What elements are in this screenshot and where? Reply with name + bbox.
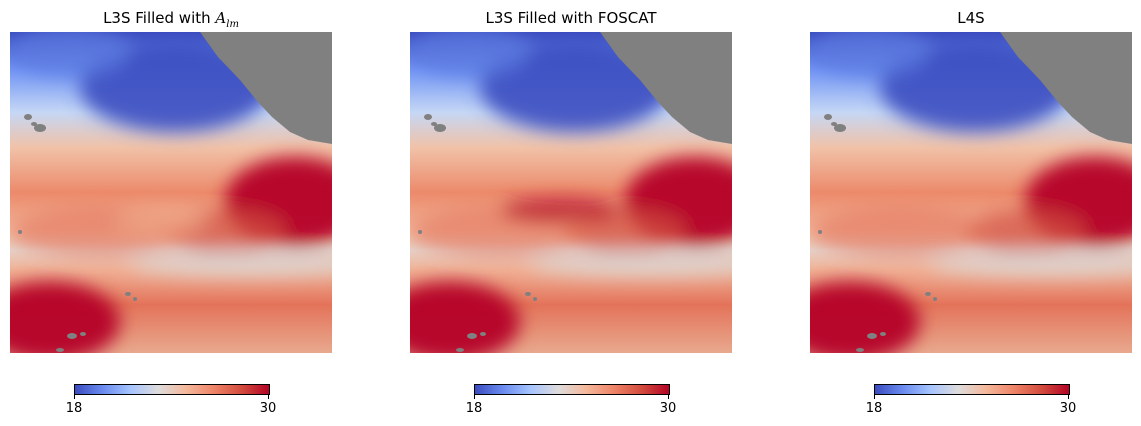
island xyxy=(831,122,837,126)
warm-pool-southwest xyxy=(410,282,520,353)
island xyxy=(67,333,77,339)
colorbar-min-label: 18 xyxy=(65,401,83,416)
cold-tongue xyxy=(930,252,1132,276)
island xyxy=(834,124,846,132)
warm-pool-southwest xyxy=(810,282,920,353)
panel-title: L4S xyxy=(810,8,1132,28)
island xyxy=(434,124,446,132)
colorbar-tick-min xyxy=(874,394,875,399)
island xyxy=(925,292,931,296)
sst-map xyxy=(10,32,332,353)
island xyxy=(24,114,32,120)
colorbar xyxy=(874,384,1070,395)
panel-alm: L3S Filled with Alm 18 30 xyxy=(10,0,340,426)
colorbar-max-label: 30 xyxy=(259,401,277,416)
island xyxy=(467,333,477,339)
colorbar xyxy=(474,384,670,395)
cold-tongue xyxy=(530,252,732,276)
warm-eddy xyxy=(500,198,620,222)
warm-patch xyxy=(810,207,990,257)
panel-title: L3S Filled with FOSCAT xyxy=(410,8,732,28)
island xyxy=(533,297,537,301)
island xyxy=(856,348,864,352)
cold-pool xyxy=(480,42,670,132)
colorbar-max-label: 30 xyxy=(1059,401,1077,416)
patchy-region xyxy=(115,208,205,236)
colorbar xyxy=(74,384,270,395)
cool-water xyxy=(410,32,530,77)
title-subscript: lm xyxy=(226,19,239,30)
title-text: L3S Filled with xyxy=(103,9,216,27)
island xyxy=(818,230,822,234)
sst-features xyxy=(810,32,1132,353)
warm-band xyxy=(965,210,1085,254)
cool-water xyxy=(10,32,130,77)
island xyxy=(34,124,46,132)
colorbar-min-label: 18 xyxy=(865,401,883,416)
colorbar-min-label: 18 xyxy=(465,401,483,416)
island xyxy=(525,292,531,296)
island xyxy=(125,292,131,296)
colorbar-tick-max xyxy=(268,394,269,399)
sst-map xyxy=(410,32,732,353)
island xyxy=(133,297,137,301)
island xyxy=(418,230,422,234)
land-mass xyxy=(600,32,732,144)
island xyxy=(456,348,464,352)
title-text: L4S xyxy=(957,9,985,27)
sst-map xyxy=(810,32,1132,353)
warm-band xyxy=(565,210,685,254)
island xyxy=(824,114,832,120)
island xyxy=(431,122,437,126)
island xyxy=(480,332,486,336)
colorbar-tick-max xyxy=(1068,394,1069,399)
cold-pool xyxy=(80,42,270,132)
cool-water xyxy=(810,32,930,77)
island xyxy=(933,297,937,301)
colorbar-tick-min xyxy=(474,394,475,399)
panel-foscat: L3S Filled with FOSCAT 18 30 xyxy=(410,0,740,426)
island xyxy=(424,114,432,120)
colorbar-tick-min xyxy=(74,394,75,399)
title-text: L3S Filled with FOSCAT xyxy=(485,9,657,27)
island xyxy=(56,348,64,352)
cold-pool xyxy=(880,42,1070,132)
panel-l4s: L4S 18 30 xyxy=(810,0,1140,426)
land-mass xyxy=(1000,32,1132,144)
land-mass xyxy=(200,32,332,144)
island xyxy=(867,333,877,339)
island xyxy=(31,122,37,126)
colorbar-tick-max xyxy=(668,394,669,399)
warm-pool-southwest xyxy=(10,282,120,353)
island xyxy=(18,230,22,234)
panel-title: L3S Filled with Alm xyxy=(10,8,332,35)
sst-features xyxy=(410,32,732,353)
sst-features xyxy=(10,32,332,353)
title-symbol: A xyxy=(215,9,227,27)
colorbar-max-label: 30 xyxy=(659,401,677,416)
island xyxy=(880,332,886,336)
island xyxy=(80,332,86,336)
cold-tongue xyxy=(130,252,332,276)
